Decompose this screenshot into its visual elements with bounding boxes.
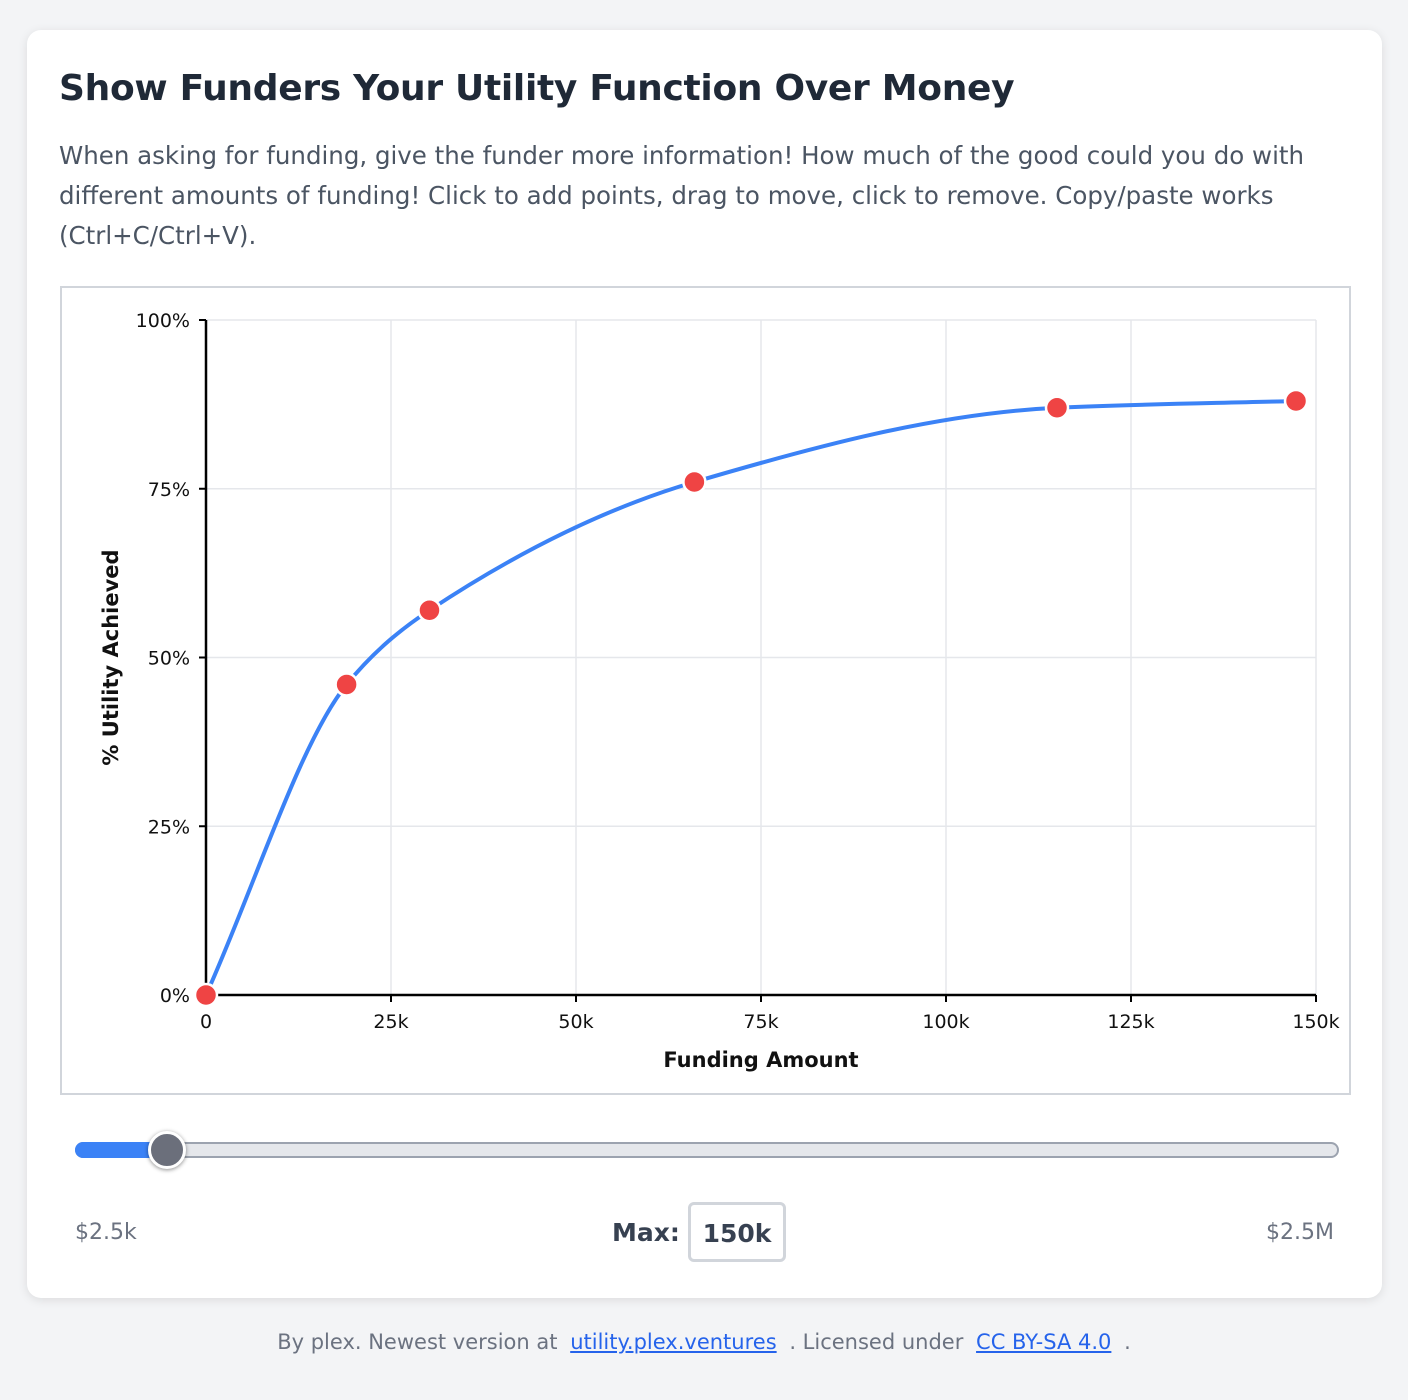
site-link[interactable]: utility.plex.ventures: [570, 1330, 777, 1354]
x-axis-title: Funding Amount: [663, 1048, 858, 1072]
y-tick-label: 0%: [160, 985, 190, 1007]
utility-chart[interactable]: 0 25k 50k 75k 100k 125k 150k 0% 25% 50% 75% 100% Fu…: [60, 286, 1351, 1095]
footer-middle: . Licensed under: [789, 1330, 964, 1354]
data-point[interactable]: [1283, 388, 1309, 414]
chart-points: [193, 388, 1309, 1008]
page-description: When asking for funding, give the funder…: [59, 141, 1305, 250]
x-tick-label: 75k: [743, 1011, 778, 1033]
data-point[interactable]: [417, 598, 442, 623]
y-tick-label: 50%: [148, 648, 190, 670]
chart-ticks: 0 25k 50k 75k 100k 125k 150k 0% 25% 50% 75% 100%: [136, 310, 1340, 1033]
data-point[interactable]: [193, 982, 219, 1008]
x-tick-label: 100k: [922, 1011, 969, 1033]
x-tick-label: 50k: [558, 1011, 593, 1033]
license-link[interactable]: CC BY-SA 4.0: [976, 1330, 1112, 1354]
y-tick-label: 25%: [148, 816, 190, 838]
max-value-input[interactable]: 150k: [688, 1202, 786, 1262]
x-tick-label: 150k: [1292, 1011, 1339, 1033]
y-tick-label: 75%: [148, 479, 190, 501]
x-tick-label: 0: [200, 1011, 212, 1033]
max-label: Max:: [612, 1218, 680, 1247]
footer-prefix: By plex. Newest version at: [277, 1330, 558, 1354]
y-tick-label: 100%: [136, 310, 190, 332]
utility-card: Show Funders Your Utility Function Over …: [27, 30, 1382, 1298]
page-title: Show Funders Your Utility Function Over …: [59, 68, 1015, 109]
chart-canvas[interactable]: 0 25k 50k 75k 100k 125k 150k 0% 25% 50% 75% 100% Fu…: [62, 288, 1349, 1093]
slider-track[interactable]: [75, 1142, 1339, 1158]
data-point[interactable]: [334, 672, 359, 697]
data-point[interactable]: [1044, 395, 1070, 420]
footer: By plex. Newest version at utility.plex.…: [0, 1330, 1408, 1354]
slider-fill: [75, 1142, 167, 1158]
slider-thumb[interactable]: [147, 1131, 186, 1169]
slider-min-label: $2.5k: [75, 1220, 137, 1245]
chart-grid: [206, 319, 1317, 995]
data-point[interactable]: [682, 469, 707, 495]
y-axis-title: % Utility Achieved: [99, 549, 123, 765]
slider-max-label: $2.5M: [1266, 1220, 1334, 1245]
x-tick-label: 125k: [1107, 1011, 1154, 1033]
x-tick-label: 25k: [373, 1011, 408, 1033]
max-funding-slider[interactable]: [75, 1131, 1339, 1169]
utility-curve: [204, 399, 1299, 997]
footer-suffix: .: [1124, 1330, 1131, 1354]
